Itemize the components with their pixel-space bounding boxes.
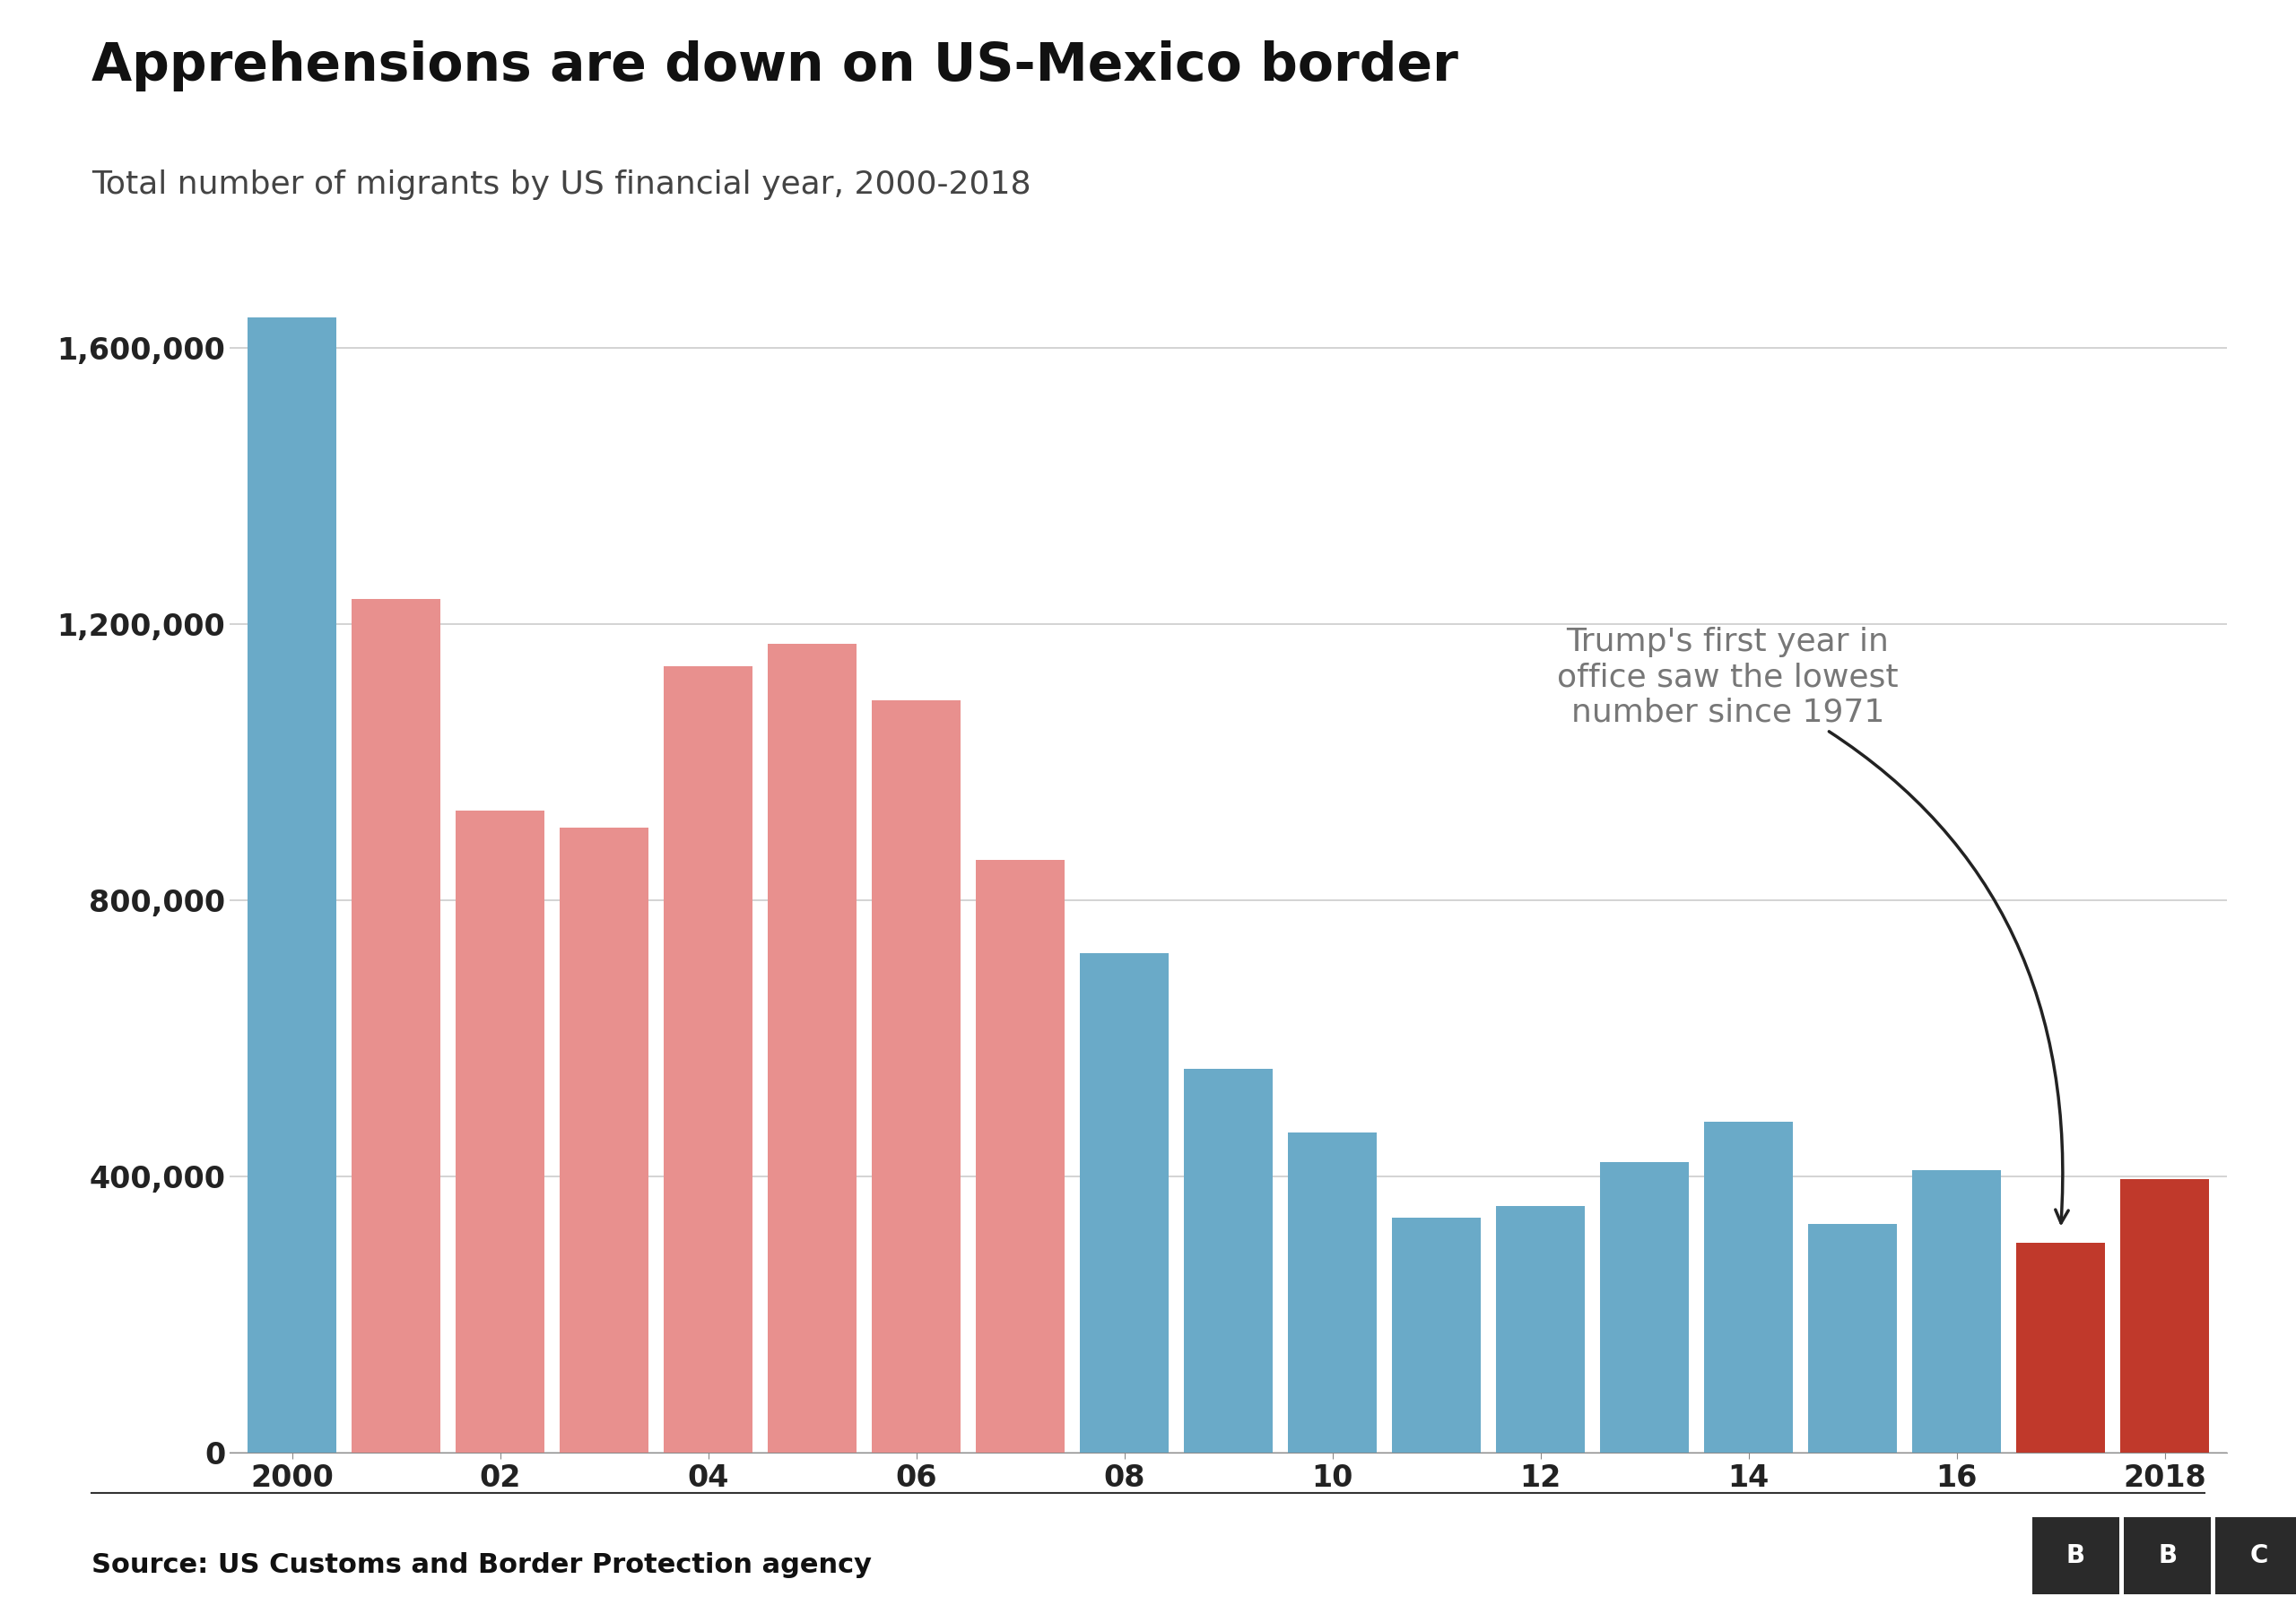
Bar [1288, 1133, 1378, 1453]
Bar [351, 599, 441, 1453]
Bar [664, 667, 753, 1453]
Bar [767, 644, 856, 1453]
Text: C: C [2250, 1543, 2268, 1569]
Bar [976, 860, 1065, 1453]
Bar [457, 810, 544, 1453]
Text: B: B [2158, 1543, 2177, 1569]
Bar [872, 700, 960, 1453]
Bar [1704, 1122, 1793, 1453]
Bar [1913, 1170, 2000, 1453]
Bar [1079, 952, 1169, 1453]
Text: Apprehensions are down on US-Mexico border: Apprehensions are down on US-Mexico bord… [92, 40, 1458, 92]
Text: Trump's first year in
office saw the lowest
number since 1971: Trump's first year in office saw the low… [1557, 626, 2069, 1223]
Bar [2016, 1243, 2105, 1453]
Bar [1185, 1068, 1272, 1453]
Bar [2122, 1178, 2209, 1453]
Bar [1497, 1206, 1584, 1453]
Bar [1809, 1223, 1896, 1453]
Text: B: B [2066, 1543, 2085, 1569]
Bar [560, 828, 647, 1453]
Text: Source: US Customs and Border Protection agency: Source: US Customs and Border Protection… [92, 1553, 872, 1578]
Bar [1600, 1162, 1690, 1453]
Bar [248, 318, 335, 1453]
Bar [1391, 1217, 1481, 1453]
Text: Total number of migrants by US financial year, 2000-2018: Total number of migrants by US financial… [92, 169, 1031, 200]
